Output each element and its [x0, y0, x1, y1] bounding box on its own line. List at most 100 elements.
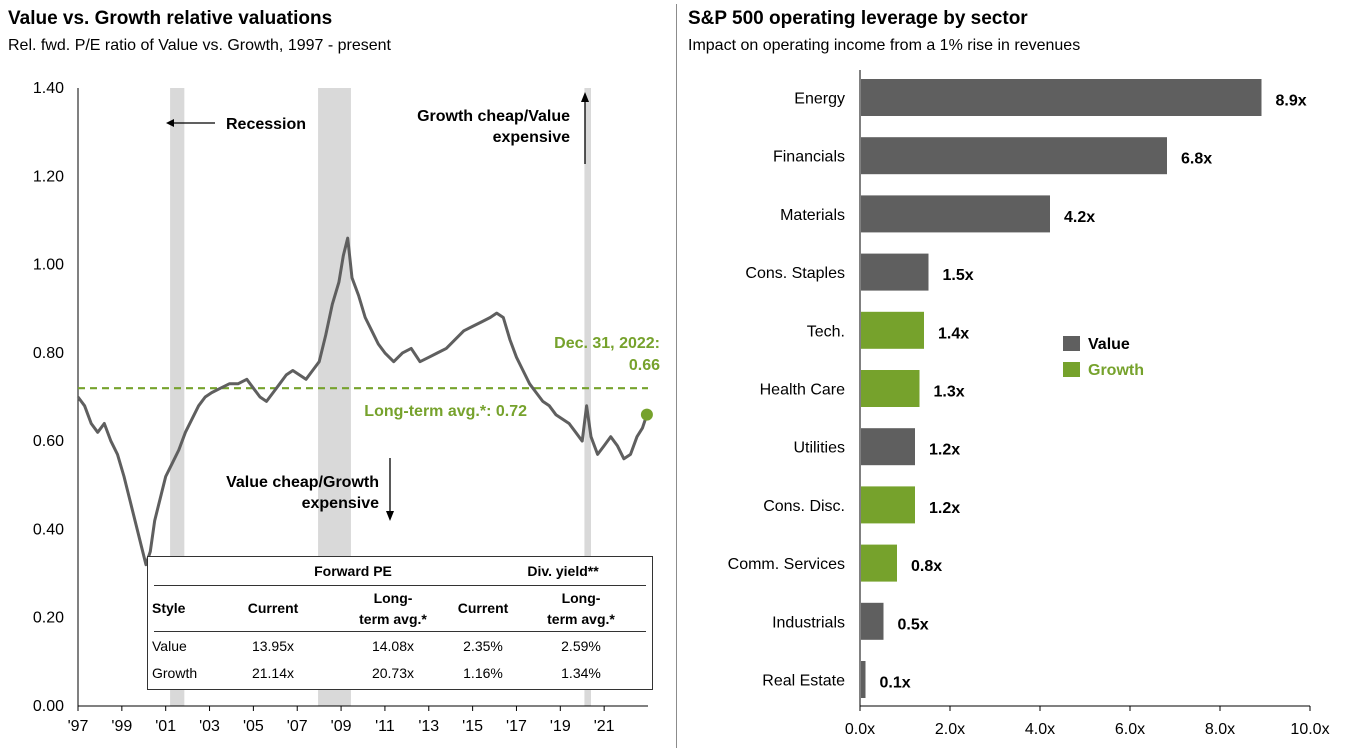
recession-annotation: Recession	[226, 116, 306, 133]
current-value-label-line1: Dec. 31, 2022:	[554, 335, 660, 352]
category-label: Financials	[773, 149, 845, 166]
bar-x-tick-label: 6.0x	[1115, 721, 1145, 738]
row-value-pe-lt: 14.08x	[371, 638, 415, 654]
x-tick-label: '07	[287, 718, 308, 735]
bar-x-tick-label: 8.0x	[1205, 721, 1235, 738]
current-value-label-line2: 0.66	[629, 357, 660, 374]
x-tick-label: '11	[375, 718, 395, 735]
row-value-dy-current: 2.35%	[463, 638, 503, 654]
y-tick-label: 1.00	[33, 257, 64, 274]
long-term-avg-label: Long-term avg.*: 0.72	[364, 403, 527, 420]
bar-value-label: 1.4x	[938, 325, 969, 342]
right-chart-subtitle: Impact on operating income from a 1% ris…	[688, 37, 1081, 54]
relative-pe-line	[76, 236, 649, 567]
operating-leverage-panel: S&P 500 operating leverage by sector Imp…	[684, 0, 1354, 753]
bar	[861, 79, 1262, 116]
down-arrow-head	[386, 511, 394, 521]
row-growth-style: Growth	[152, 665, 198, 681]
bar-value-label: 1.3x	[934, 384, 965, 401]
bar-x-tick-label: 2.0x	[935, 721, 965, 738]
bar-value-label: 1.5x	[943, 267, 974, 284]
x-tick-label: '03	[199, 718, 220, 735]
bar	[861, 428, 915, 466]
row-growth-dy-current: 1.16%	[463, 665, 503, 681]
recession-band-3	[584, 88, 591, 706]
left-chart-title: Value vs. Growth relative valuations	[8, 8, 333, 29]
table-divider-top	[154, 585, 646, 586]
operating-leverage-bar-chart: 0.0x 2.0x 4.0x 6.0x 8.0x 10.0x Energy 8.9x Fina…	[728, 70, 1330, 738]
bar-value-label: 0.5x	[898, 616, 929, 633]
category-label: Real Estate	[762, 673, 845, 690]
legend-growth-swatch	[1063, 362, 1080, 377]
col-current-header-1: Current	[247, 600, 299, 616]
table-divider-mid	[154, 631, 646, 632]
row-growth-dy-lt: 1.34%	[561, 665, 601, 681]
bar	[861, 370, 920, 407]
valuation-line-chart: 0.00 0.20 0.40 0.60 0.80 1.00 1.20 1.40 '97 '99 '…	[33, 80, 660, 735]
y-tick-label: 0.60	[33, 433, 64, 450]
valuation-table: Forward PE Div. yield** Style Current Lo…	[147, 556, 653, 690]
current-value-marker	[640, 408, 653, 421]
col-lt-header-2b: term avg.*	[547, 611, 615, 627]
bar	[861, 661, 866, 698]
category-label: Cons. Staples	[745, 265, 845, 282]
category-label: Cons. Disc.	[763, 498, 845, 515]
bar	[861, 137, 1167, 175]
y-tick-label: 1.40	[33, 80, 64, 97]
bar	[861, 602, 884, 640]
category-label: Materials	[780, 207, 845, 224]
col-current-header-2: Current	[457, 600, 509, 616]
bar-value-label: 1.2x	[929, 442, 960, 459]
x-tick-label: '13	[418, 718, 439, 735]
y-tick-label: 0.80	[33, 345, 64, 362]
panel-divider	[676, 4, 677, 748]
legend-value-label: Value	[1088, 336, 1130, 353]
bar-value-label: 6.8x	[1181, 151, 1212, 168]
y-tick-label: 0.00	[33, 698, 64, 715]
category-label: Health Care	[760, 382, 845, 399]
value-cheap-annotation-line1: Value cheap/Growth	[226, 474, 379, 491]
bar	[861, 253, 929, 291]
x-tick-label: '19	[550, 718, 571, 735]
row-growth-pe-lt: 20.73x	[371, 665, 415, 681]
bar-value-label: 0.8x	[911, 558, 942, 575]
bar	[861, 544, 897, 582]
bar	[861, 311, 924, 349]
row-growth-pe-current: 21.14x	[251, 665, 295, 681]
left-chart-subtitle: Rel. fwd. P/E ratio of Value vs. Growth,…	[8, 37, 391, 54]
x-tick-label: '01	[155, 718, 176, 735]
y-tick-label: 1.20	[33, 168, 64, 185]
value-cheap-annotation-line2: expensive	[302, 495, 379, 512]
forward-pe-header: Forward PE	[314, 563, 392, 579]
bar-value-label: 8.9x	[1276, 93, 1307, 110]
x-tick-label: '17	[506, 718, 527, 735]
col-style-header: Style	[152, 600, 186, 616]
legend-value-swatch	[1063, 336, 1080, 351]
right-chart-title: S&P 500 operating leverage by sector	[688, 8, 1028, 29]
growth-cheap-annotation-line2: expensive	[493, 129, 570, 146]
x-tick-label: '05	[243, 718, 264, 735]
x-tick-label: '15	[462, 718, 483, 735]
x-tick-label: '97	[68, 718, 89, 735]
category-label: Utilities	[793, 440, 845, 457]
legend-growth-label: Growth	[1088, 362, 1144, 379]
col-lt-header-1b: term avg.*	[359, 611, 427, 627]
bar-x-tick-label: 10.0x	[1290, 721, 1329, 738]
growth-cheap-annotation-line1: Growth cheap/Value	[417, 108, 570, 125]
bar-value-label: 1.2x	[929, 500, 960, 517]
div-yield-header: Div. yield**	[527, 563, 599, 579]
category-label: Energy	[794, 91, 845, 108]
recession-arrow-head	[166, 119, 174, 127]
bar	[861, 195, 1050, 233]
bar	[861, 486, 915, 524]
bar-x-tick-label: 0.0x	[845, 721, 875, 738]
bar-value-label: 0.1x	[880, 675, 911, 692]
y-tick-label: 0.20	[33, 610, 64, 627]
row-value-pe-current: 13.95x	[251, 638, 295, 654]
row-value-dy-lt: 2.59%	[561, 638, 601, 654]
category-label: Tech.	[807, 323, 845, 340]
category-label: Industrials	[772, 614, 845, 631]
bar-value-label: 4.2x	[1064, 209, 1095, 226]
row-value-style: Value	[152, 638, 187, 654]
bar-x-tick-label: 4.0x	[1025, 721, 1055, 738]
